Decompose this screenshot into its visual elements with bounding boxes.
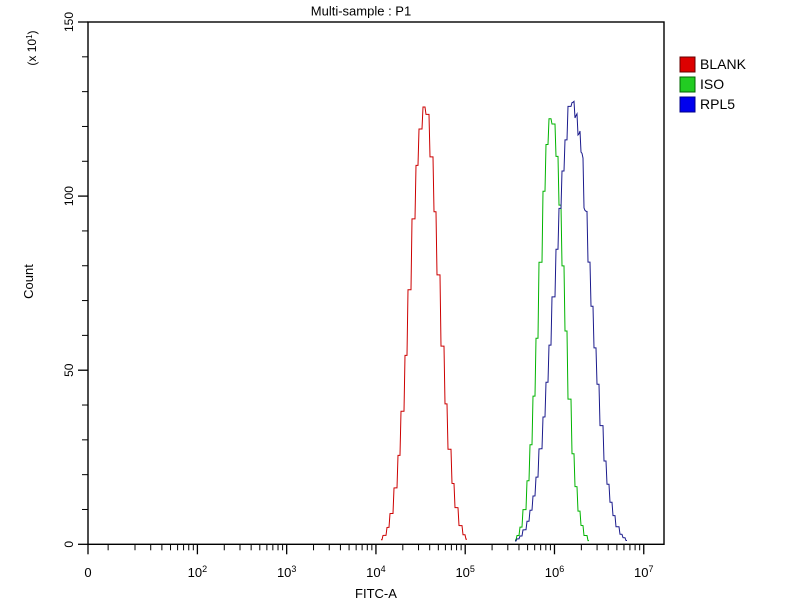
- svg-text:ISO: ISO: [700, 76, 724, 92]
- svg-text:50: 50: [62, 363, 76, 377]
- svg-text:Multi-sample : P1: Multi-sample : P1: [311, 4, 411, 19]
- svg-text:100: 100: [62, 186, 76, 206]
- svg-text:Count: Count: [21, 264, 36, 299]
- svg-text:(x 101): (x 101): [25, 30, 39, 65]
- svg-text:102: 102: [188, 564, 207, 580]
- svg-text:103: 103: [277, 564, 296, 580]
- svg-text:104: 104: [366, 564, 385, 580]
- svg-text:150: 150: [62, 12, 76, 32]
- svg-text:106: 106: [545, 564, 564, 580]
- svg-text:FITC-A: FITC-A: [355, 586, 397, 600]
- svg-text:RPL5: RPL5: [700, 96, 735, 112]
- svg-text:107: 107: [634, 564, 653, 580]
- svg-text:0: 0: [62, 541, 76, 548]
- svg-text:BLANK: BLANK: [700, 56, 747, 72]
- svg-text:0: 0: [84, 565, 91, 580]
- svg-text:105: 105: [455, 564, 474, 580]
